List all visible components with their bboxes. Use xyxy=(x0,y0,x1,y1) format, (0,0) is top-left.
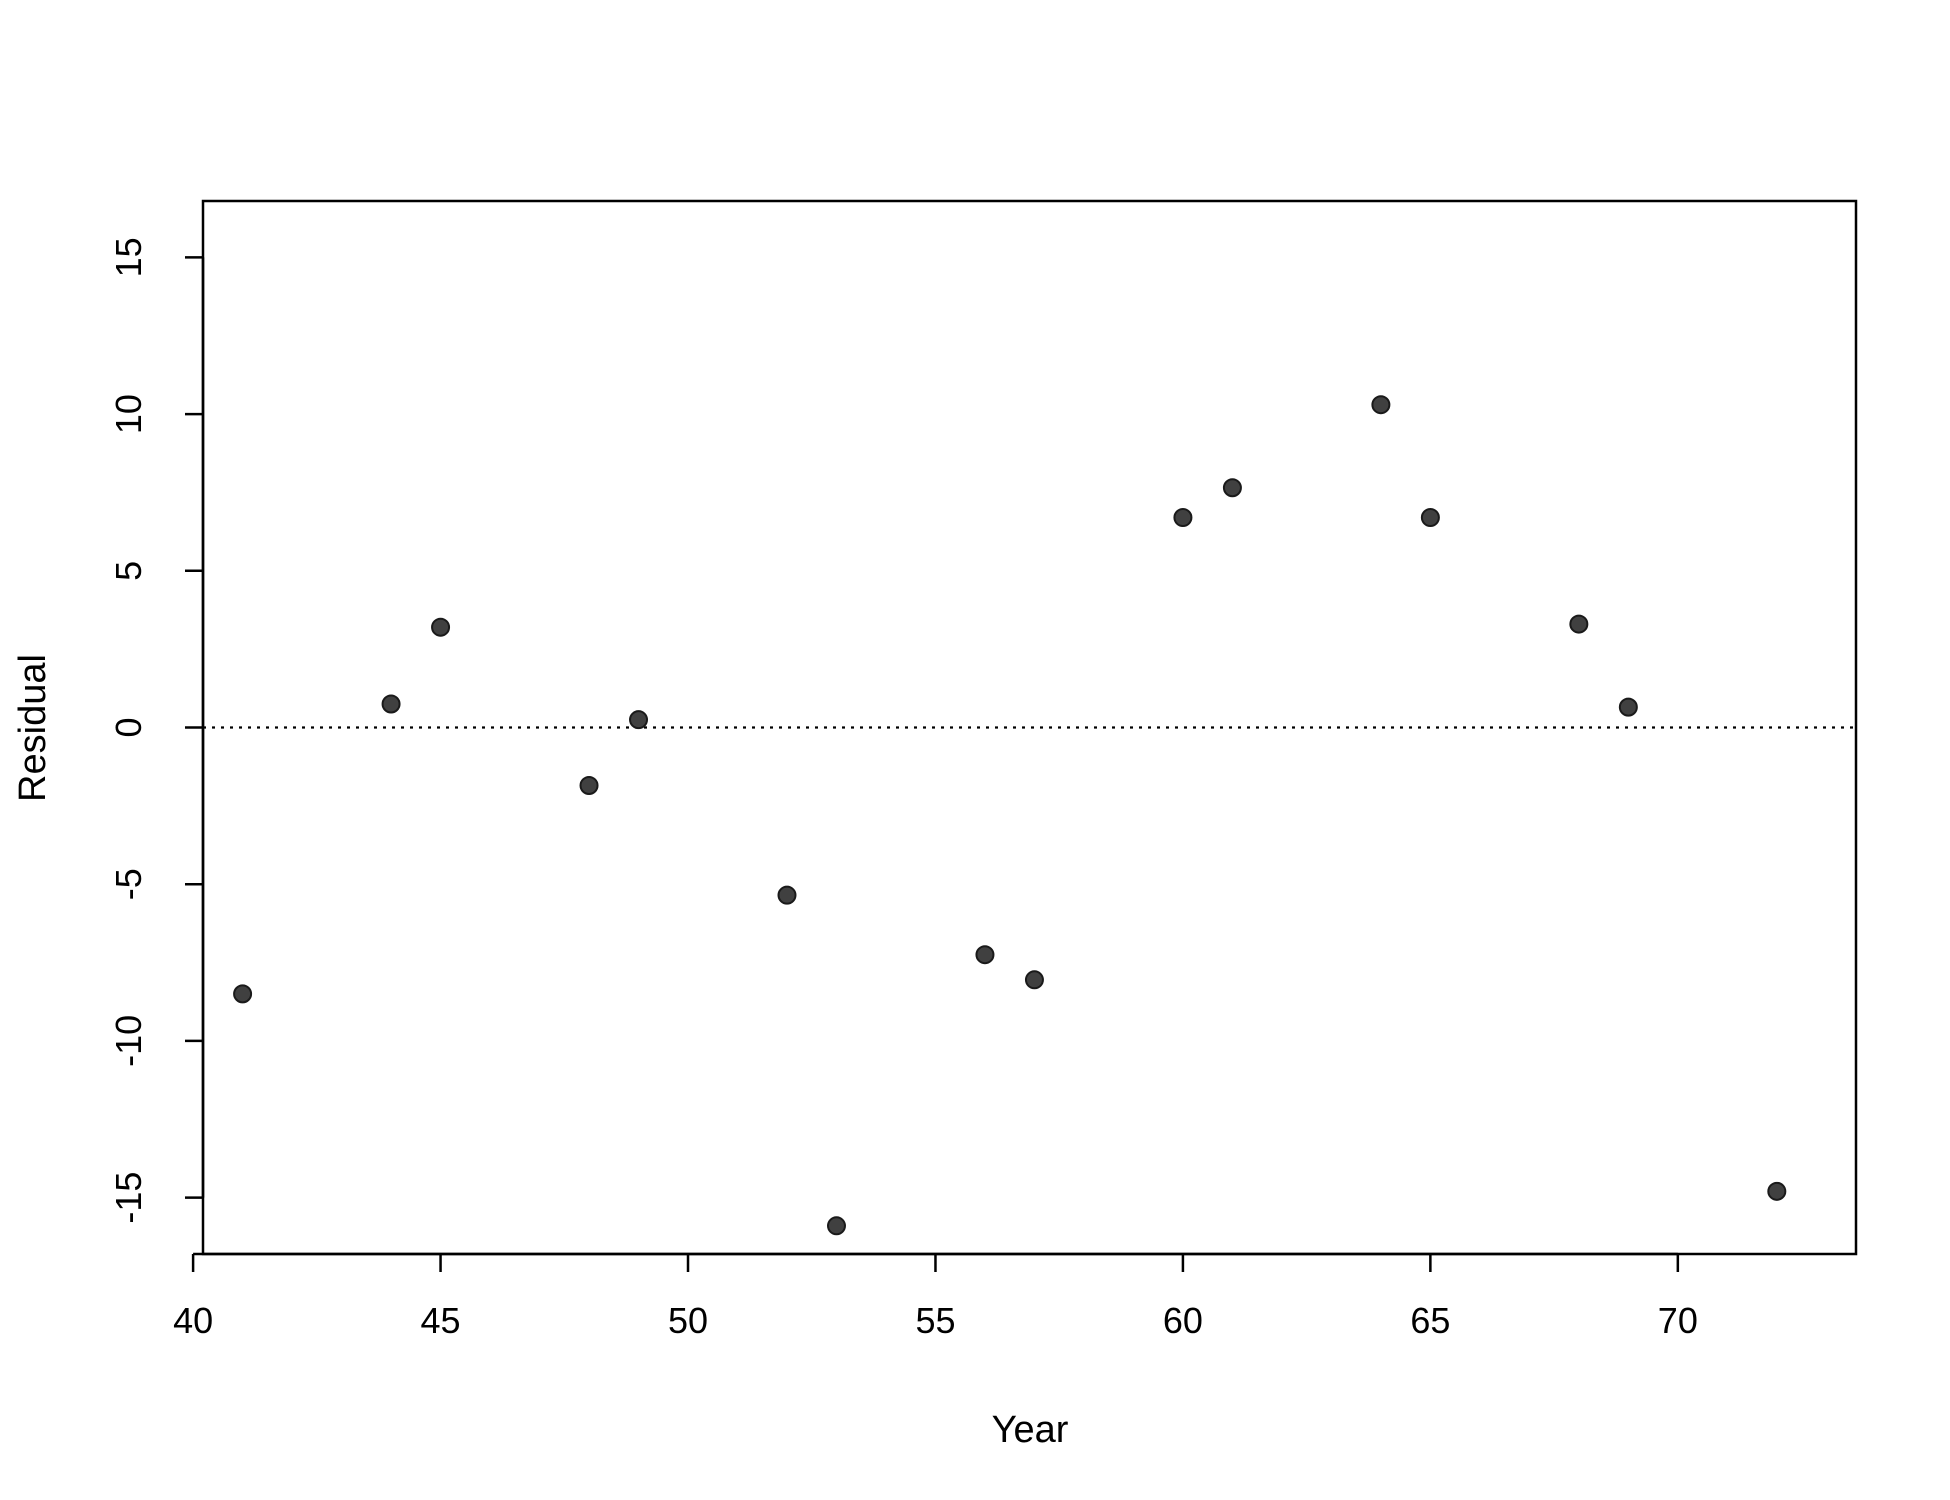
y-axis: -15 -10 -5 0 5 10 15 xyxy=(108,237,205,1224)
data-point xyxy=(826,1216,846,1236)
data-point xyxy=(777,885,797,905)
data-point xyxy=(431,617,451,637)
x-axis: 40 45 50 55 60 65 70 xyxy=(173,1252,1698,1341)
data-point xyxy=(579,775,599,795)
data-point xyxy=(233,984,253,1004)
data-point xyxy=(1420,508,1440,528)
data-point xyxy=(1569,614,1589,634)
y-tick-label: 15 xyxy=(108,237,149,277)
x-tick-label: 70 xyxy=(1658,1300,1698,1341)
y-tick-label: 5 xyxy=(108,561,149,581)
data-point xyxy=(975,945,995,965)
y-tick-label: 10 xyxy=(108,394,149,434)
x-tick-label: 45 xyxy=(421,1300,461,1341)
x-tick-label: 60 xyxy=(1163,1300,1203,1341)
y-tick-label: -10 xyxy=(108,1015,149,1067)
y-tick-label: -5 xyxy=(108,868,149,900)
y-tick-label: 0 xyxy=(108,717,149,737)
x-tick-label: 50 xyxy=(668,1300,708,1341)
x-tick-label: 65 xyxy=(1410,1300,1450,1341)
data-points xyxy=(233,395,1787,1236)
x-tick-label: 40 xyxy=(173,1300,213,1341)
data-point xyxy=(1024,970,1044,990)
x-axis-title: Year xyxy=(992,1409,1069,1451)
x-tick-label: 55 xyxy=(915,1300,955,1341)
data-point xyxy=(629,710,649,730)
data-point xyxy=(1371,395,1391,415)
y-axis-title: Residual xyxy=(12,654,54,802)
data-point xyxy=(1222,478,1242,498)
data-point xyxy=(381,694,401,714)
data-point xyxy=(1618,697,1638,717)
data-point xyxy=(1173,508,1193,528)
y-tick-label: -15 xyxy=(108,1172,149,1224)
data-point xyxy=(1767,1181,1787,1201)
